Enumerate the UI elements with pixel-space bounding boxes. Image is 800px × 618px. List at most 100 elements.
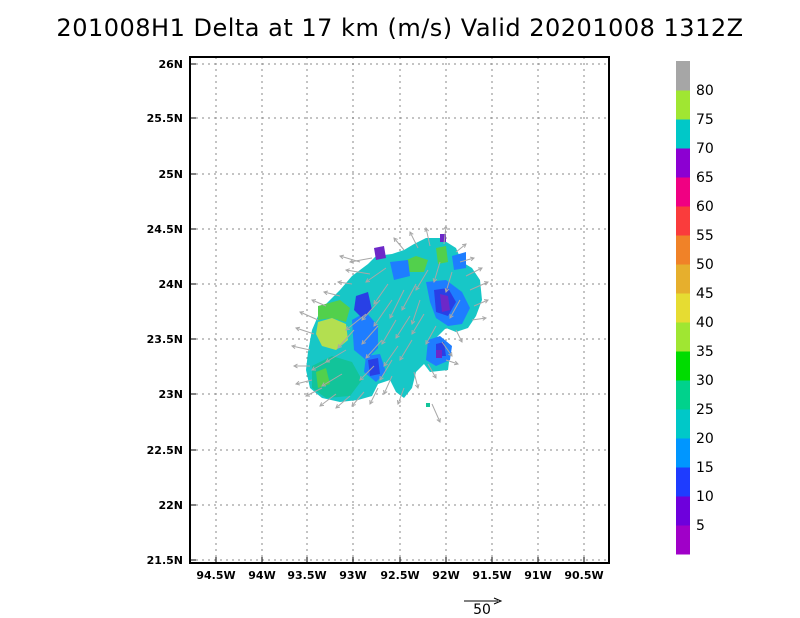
colorbar-segment [676,438,690,468]
wind-vector [323,291,341,297]
lat-label: 23.5N [147,333,183,346]
wind-vector-head [424,226,430,232]
scale-vector-label: 50 [473,602,491,618]
wind-vector-head [411,329,416,335]
wind-vector [381,319,397,345]
wind-vector [359,365,375,381]
wind-vector [373,283,389,305]
wind-vector-head [373,299,378,305]
wind-vector [305,387,323,397]
wind-vector-head [365,353,370,359]
wind-vector-head [458,337,463,343]
colorbar-segment [676,409,690,439]
colorbar-label: 45 [696,286,714,302]
wind-vector-head [432,373,437,379]
wind-vector [345,313,367,331]
colorbar: 5 10 15 20 25 30 35 40 45 50 55 60 65 70 75 80 [676,61,714,555]
colorbar-segment [676,496,690,526]
wind-vector-head [292,363,298,369]
wind-core-purple-1 [440,294,450,312]
colorbar-label: 15 [696,460,714,476]
wind-vector [401,283,417,311]
wind-vector [411,299,421,325]
wind-vector [393,237,405,251]
wind-vectors [290,224,489,423]
scale-vector-arrowhead [493,597,503,605]
wind-vector [311,299,327,307]
wind-vector [425,227,431,247]
lat-label: 24.5N [147,223,183,236]
wind-vector-head [425,339,430,345]
colorbar-label: 60 [696,199,714,215]
wind-vector-head [469,256,476,262]
colorbar-segment [676,264,690,294]
wind-vector [295,327,315,335]
lat-label: 21.5N [147,554,183,567]
wind-vector-head [361,315,366,321]
wind-vector-head [477,267,483,272]
wind-core-purple-4 [436,350,442,358]
wind-vector [361,325,379,345]
wind-vector-head [290,344,296,350]
wind-core-darkblue-center [354,292,372,318]
wind-vector-head [393,237,398,243]
wind-vector [433,261,441,283]
colorbar-label: 65 [696,170,714,186]
wind-vector-head [351,401,356,407]
wind-vector [469,281,489,291]
wind-vector-head [396,399,402,405]
wind-vector [473,299,489,307]
wind-vector-head [379,375,384,381]
wind-vector-head [311,299,317,304]
lat-label: 22.5N [147,444,183,457]
wind-vector [383,345,399,367]
wind-vector [441,341,453,357]
wind-vector-head [448,351,453,357]
colorbar-segment [676,322,690,352]
wind-vector-head [373,321,378,327]
wind-vector [379,359,393,381]
wind-vector-head [461,243,467,248]
colorbar-segment [676,380,690,410]
wind-vector-head [345,326,351,331]
plot-title: 201008H1 Delta at 17 km (m/s) Valid 2020… [56,14,744,42]
wind-vector-head [409,231,414,237]
lon-label: 91.5W [472,569,511,582]
wind-vector-head [383,361,388,367]
wind-vector [337,281,353,285]
colorbar-label: 5 [696,518,705,534]
wind-vector-head [337,343,342,349]
wind-vector [319,393,337,407]
lat-label: 22N [158,499,183,512]
wind-vector [409,231,419,249]
colorbar-label: 25 [696,402,714,418]
colorbar-label: 10 [696,489,714,505]
wind-vector-head [483,299,489,304]
lon-label: 91W [524,569,551,582]
wind-vector [425,325,437,345]
wind-vector-head [449,313,454,319]
wind-area-blue-north [390,260,410,280]
wind-vector [455,329,463,343]
wind-area-blue-center [352,312,378,360]
wind-shading [306,234,482,407]
wind-vector [311,359,331,371]
wind-vector-head [369,399,374,405]
wind-vector-head [444,287,450,293]
wind-vector [361,299,381,321]
lat-label: 24N [158,278,183,291]
wind-vector [459,257,475,263]
wind-vector [351,391,365,407]
colorbar-segment [676,177,690,207]
wind-vector [295,379,313,385]
wind-vector [427,363,437,379]
wind-area-green-ne [436,246,448,264]
wind-vector [291,345,311,351]
wind-vector [449,299,461,319]
wind-isolated-pixel [426,403,430,407]
wind-vector-head [295,326,301,332]
colorbar-segment [676,90,690,120]
wind-vector [299,311,319,321]
wind-vector [431,403,441,423]
colorbar-label: 50 [696,257,714,273]
